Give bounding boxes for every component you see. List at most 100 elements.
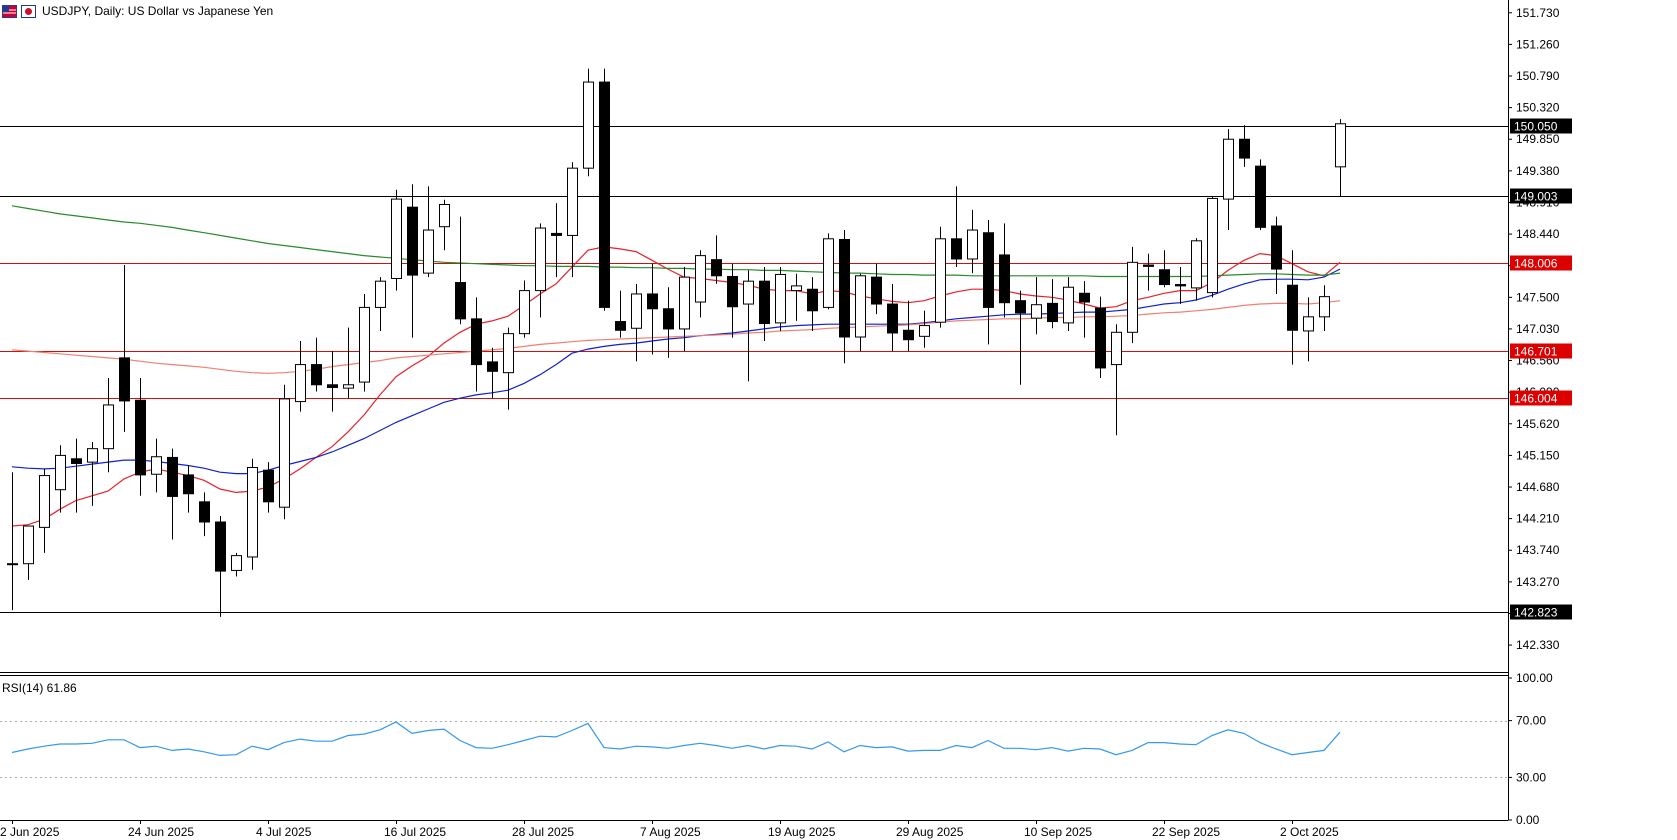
bear-candle-body — [983, 232, 994, 308]
moving-average-line — [11, 205, 1341, 278]
chart-title-bar: USDJPY, Daily: US Dollar vs Japanese Yen — [2, 2, 273, 20]
bull-candle-body — [695, 255, 706, 303]
us-flag-icon — [2, 4, 17, 18]
level-tag — [1510, 188, 1572, 204]
level-tag — [1510, 255, 1572, 271]
bull-candle-body — [855, 275, 866, 338]
bear-candle-body — [135, 399, 146, 476]
bear-candle-body — [71, 458, 82, 464]
bull-candle-body — [151, 456, 162, 475]
bear-candle-body — [199, 501, 210, 523]
bull-candle-body — [631, 293, 642, 329]
bull-candle-body — [1127, 261, 1138, 333]
bear-candle-body — [407, 206, 418, 276]
bear-candle-body — [327, 384, 338, 388]
price-tick-label: 149.380 — [1516, 164, 1560, 178]
bear-candle-body — [1287, 284, 1298, 331]
bull-candle-body — [1223, 138, 1234, 200]
bear-candle-body — [1159, 269, 1170, 286]
bull-candle-body — [567, 167, 578, 236]
bear-candle-body — [1047, 302, 1058, 323]
bear-candle-body — [487, 361, 498, 372]
bear-candle-body — [599, 81, 610, 308]
level-tag-label: 149.003 — [1514, 190, 1558, 204]
bear-candle-body — [1255, 165, 1266, 228]
bull-candle-body — [231, 555, 242, 571]
bull-candle-body — [1207, 197, 1218, 294]
level-tag-label: 148.006 — [1514, 257, 1558, 271]
bear-candle-body — [1143, 264, 1154, 267]
bear-candle-body — [215, 521, 226, 572]
bear-candle-body — [615, 321, 626, 331]
price-tick-label: 150.320 — [1516, 101, 1560, 115]
bull-candle-body — [967, 229, 978, 260]
bear-candle-body — [1239, 138, 1250, 159]
bear-candle-body — [663, 308, 674, 330]
price-tick-label: 151.260 — [1516, 37, 1560, 51]
time-tick-label: 2 Jun 2025 — [0, 825, 60, 839]
bull-candle-body — [775, 273, 786, 324]
bull-candle-body — [343, 384, 354, 389]
time-tick-label: 10 Sep 2025 — [1024, 825, 1092, 839]
bull-candle-body — [823, 238, 834, 308]
bull-candle-body — [423, 229, 434, 274]
price-tick-label: 151.730 — [1516, 6, 1560, 20]
price-tick-label: 144.680 — [1516, 480, 1560, 494]
moving-average-line — [11, 268, 1341, 475]
bull-candle-body — [1303, 316, 1314, 332]
bull-candle-body — [39, 475, 50, 528]
moving-average-line — [11, 246, 1341, 527]
bull-candle-body — [55, 454, 66, 491]
bear-candle-body — [119, 357, 130, 402]
bear-candle-body — [551, 232, 562, 236]
price-tick-label: 148.440 — [1516, 227, 1560, 241]
bull-candle-body — [583, 81, 594, 169]
bull-candle-body — [359, 306, 370, 383]
price-tick-label: 147.500 — [1516, 290, 1560, 304]
level-tag — [1510, 343, 1572, 359]
bear-candle-body — [647, 293, 658, 310]
bull-candle-body — [535, 227, 546, 292]
bear-candle-body — [951, 238, 962, 260]
bull-candle-body — [279, 398, 290, 508]
bear-candle-body — [1271, 225, 1282, 270]
bear-candle-body — [999, 254, 1010, 304]
price-tick-label: 147.030 — [1516, 322, 1560, 336]
bear-candle-body — [1095, 307, 1106, 369]
bear-candle-body — [263, 469, 274, 503]
time-tick-label: 29 Aug 2025 — [896, 825, 964, 839]
rsi-tick-label: 0.00 — [1516, 813, 1540, 827]
time-tick-label: 2 Oct 2025 — [1280, 825, 1339, 839]
bear-candle-body — [839, 238, 850, 338]
time-tick-label: 24 Jun 2025 — [128, 825, 194, 839]
bull-candle-body — [743, 280, 754, 305]
bull-candle-body — [295, 364, 306, 403]
bull-candle-body — [679, 276, 690, 330]
candles — [7, 68, 1346, 617]
level-tag-label: 146.004 — [1514, 392, 1558, 406]
bull-candle-body — [919, 325, 930, 337]
bear-candle-body — [311, 364, 322, 386]
rsi-tick-label: 70.00 — [1516, 714, 1546, 728]
time-axis: 2 Jun 2025 24 Jun 2025 4 Jul 2025 16 Jul 20… — [0, 820, 1339, 839]
moving-averages — [11, 205, 1341, 527]
bull-candle-body — [1111, 331, 1122, 366]
level-tag-label: 146.701 — [1514, 345, 1558, 359]
rsi-tick-label: 100.00 — [1516, 671, 1553, 685]
price-tick-label: 150.790 — [1516, 69, 1560, 83]
bull-candle-body — [391, 198, 402, 279]
price-axis: 142.330142.800143.270143.740144.210144.6… — [0, 0, 1572, 821]
time-tick-label: 19 Aug 2025 — [768, 825, 836, 839]
bear-candle-body — [871, 276, 882, 305]
chart-title: USDJPY, Daily: US Dollar vs Japanese Yen — [42, 4, 274, 18]
time-tick-label: 16 Jul 2025 — [384, 825, 446, 839]
bull-candle-body — [1335, 123, 1346, 168]
bull-candle-body — [7, 563, 18, 566]
bull-candle-body — [503, 333, 514, 374]
bull-candle-body — [1031, 304, 1042, 319]
bull-candle-body — [87, 448, 98, 463]
bear-candle-body — [887, 303, 898, 334]
rsi-label: RSI(14) 61.86 — [2, 681, 77, 695]
price-tick-label: 145.150 — [1516, 448, 1560, 462]
